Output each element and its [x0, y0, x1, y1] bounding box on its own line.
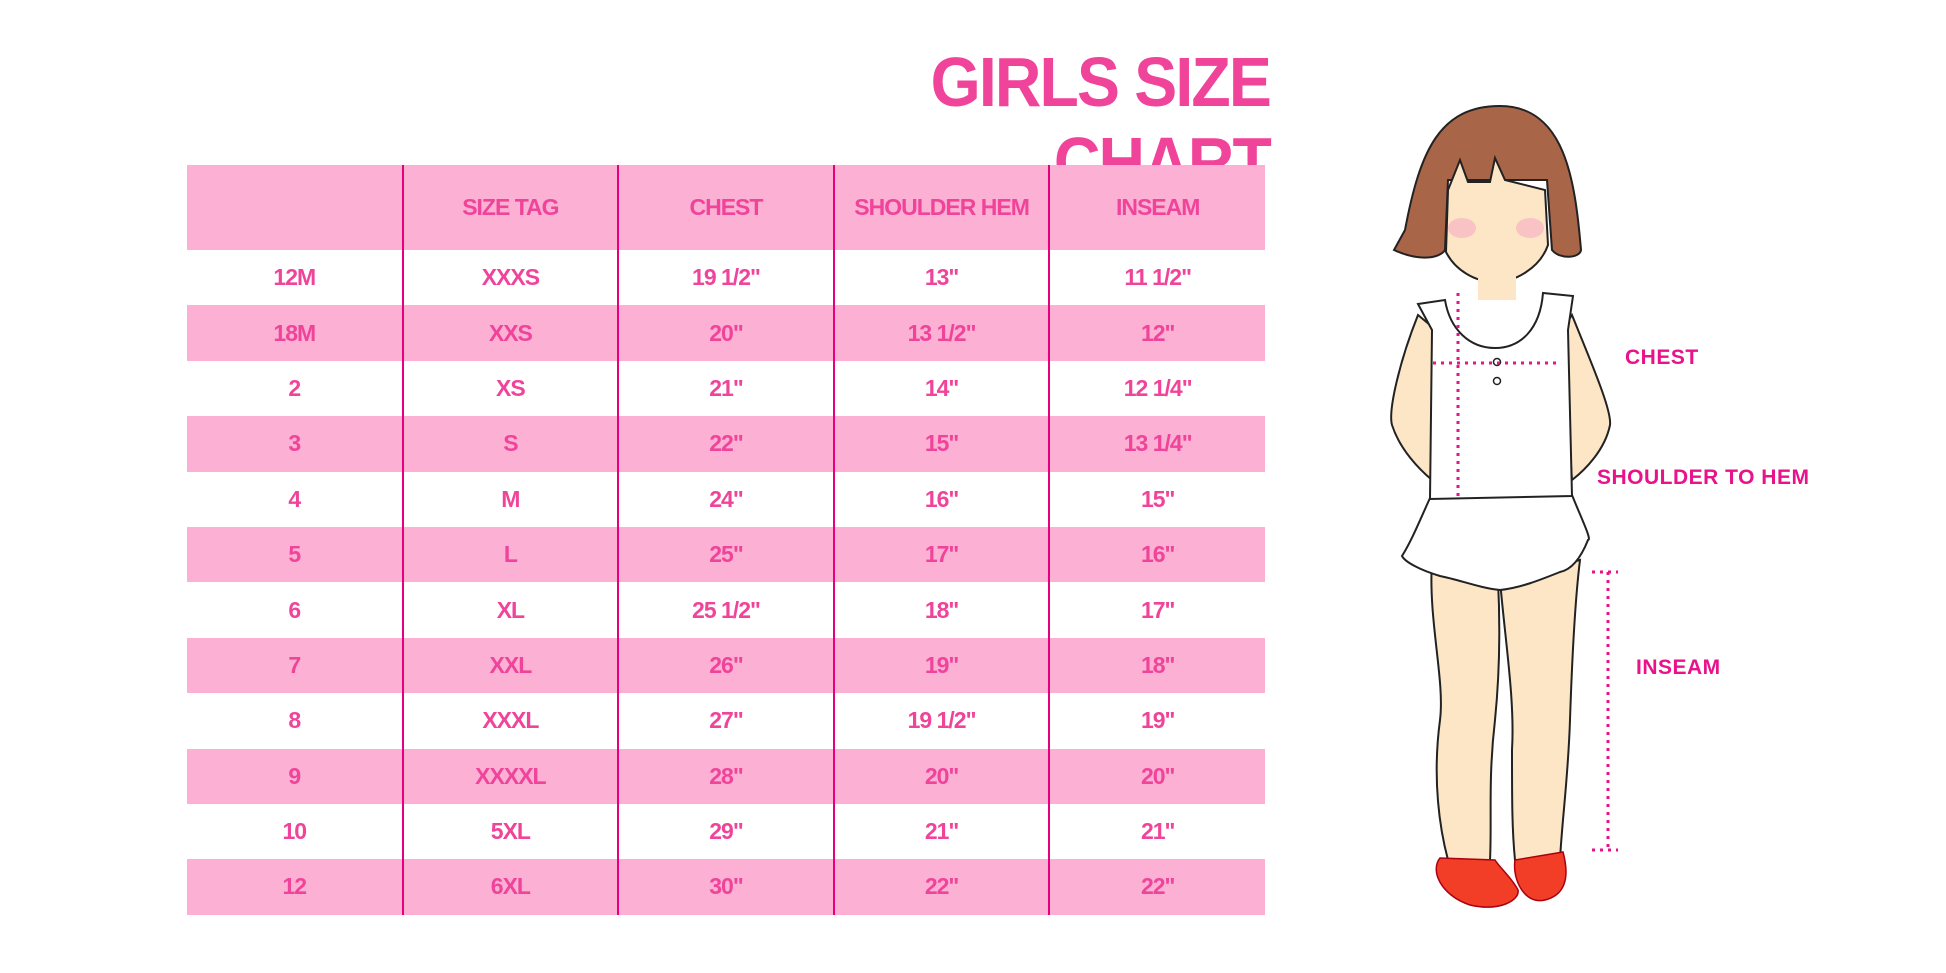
table-cell: XXL — [401, 637, 619, 694]
table-cell: 22" — [617, 416, 834, 472]
table-cell: 30" — [617, 859, 834, 915]
table-cell: 6XL — [401, 859, 619, 915]
table-cell: 2 — [288, 374, 301, 401]
shirt — [1416, 291, 1575, 501]
arm-left — [1390, 313, 1438, 483]
table-header: SIZE TAG CHEST SHOULDER HEM INSEAM — [187, 165, 1265, 250]
table-row: 5 L 25" 17" 16" — [187, 526, 1265, 583]
table-row: 18M XXS 20" 13 1/2" 12" — [187, 305, 1265, 361]
leg-right — [1498, 558, 1582, 861]
table-row: 7 XXL 26" 19" 18" — [187, 637, 1265, 694]
inseam-label: INSEAM — [1636, 656, 1721, 679]
table-cell: 20" — [1048, 748, 1265, 804]
table-cell: 24" — [617, 471, 834, 527]
table-cell: 8 — [288, 707, 301, 734]
table-row: 8 XXXL 27" 19 1/2" 19" — [187, 693, 1265, 749]
table-row: 2 XS 21" 14" 12 1/4" — [187, 360, 1265, 417]
table-cell: 21" — [617, 360, 834, 417]
table-cell: 16" — [832, 471, 1050, 527]
table-cell: 26" — [617, 637, 834, 694]
table-cell: 14" — [832, 360, 1050, 417]
table-cell: 10 — [282, 818, 308, 845]
table-cell: 13 1/2" — [832, 305, 1050, 361]
table-cell: 17" — [832, 526, 1050, 583]
table-row: 10 5XL 29" 21" 21" — [187, 803, 1265, 860]
table-cell: 16" — [1048, 526, 1265, 583]
chest-label: CHEST — [1625, 346, 1699, 369]
shoulder-to-hem-label: SHOULDER TO HEM — [1597, 466, 1810, 489]
table-cell: 27" — [617, 693, 834, 749]
table-cell: S — [401, 416, 619, 472]
cheek-right — [1516, 218, 1544, 238]
table-row: 4 M 24" 16" 15" — [187, 471, 1265, 527]
table-cell: 12 — [187, 859, 403, 915]
arm-right — [1560, 312, 1612, 482]
table-cell: 13" — [832, 250, 1050, 306]
table-row: 3 S 22" 15" 13 1/4" — [187, 416, 1265, 472]
column-header: INSEAM — [1048, 165, 1265, 250]
shoe-left — [1435, 857, 1519, 908]
page-title: GIRLS SIZE CHART — [930, 43, 1272, 201]
table-cell: 22" — [1048, 859, 1265, 915]
shoe-right — [1513, 851, 1567, 902]
table-cell: 15" — [1048, 471, 1265, 527]
ruffle-skirt — [1400, 493, 1590, 592]
table-cell: XXXS — [401, 250, 619, 306]
table-cell: 3 — [187, 416, 403, 472]
table-cell: 22" — [832, 859, 1050, 915]
table-cell: 25" — [617, 526, 834, 583]
table-cell: 12 1/4" — [1048, 360, 1265, 417]
table-cell: XXXXL — [401, 748, 619, 804]
table-cell: M — [401, 471, 619, 527]
table-row: 9 XXXXL 28" 20" 20" — [187, 748, 1265, 804]
table-cell: 5 — [187, 526, 403, 583]
leg-left — [1430, 558, 1501, 861]
size-chart-table: SIZE TAG CHEST SHOULDER HEM INSEAM 12M XXXS 1… — [187, 165, 1265, 915]
table-cell: 18M — [187, 305, 403, 361]
table-cell: 19" — [832, 637, 1050, 694]
button-icon — [1492, 376, 1502, 386]
table-row: 12 6XL 30" 22" 22" — [187, 859, 1265, 915]
table-cell: 9 — [187, 748, 403, 804]
table-cell: 4 — [288, 485, 301, 512]
table-cell: 6 — [288, 596, 301, 623]
column-header: SIZE TAG — [401, 165, 619, 250]
table-cell: 12M — [273, 264, 316, 291]
table-cell: 25 1/2" — [617, 582, 834, 638]
table-cell: 28" — [617, 748, 834, 804]
table-cell: 21" — [832, 803, 1050, 860]
table-row: 6 XL 25 1/2" 18" 17" — [187, 582, 1265, 638]
table-cell: 18" — [1048, 637, 1265, 694]
table-cell: 29" — [617, 803, 834, 860]
table-cell: 18" — [832, 582, 1050, 638]
table-cell: 17" — [1048, 582, 1265, 638]
table-cell: 13 1/4" — [1048, 416, 1265, 472]
table-cell: XXS — [401, 305, 619, 361]
column-header: CHEST — [617, 165, 834, 250]
cheek-left — [1448, 218, 1476, 238]
table-cell: 19 1/2" — [832, 693, 1050, 749]
table-cell: L — [401, 526, 619, 583]
table-row: 12M XXXS 19 1/2" 13" 11 1/2" — [187, 250, 1265, 306]
table-cell: 5XL — [401, 803, 619, 860]
column-header — [187, 165, 403, 250]
table-cell: 20" — [617, 305, 834, 361]
table-cell: 11 1/2" — [1048, 250, 1265, 306]
table-cell: 7 — [187, 637, 403, 694]
table-cell: 19" — [1048, 693, 1265, 749]
table-cell: 21" — [1048, 803, 1265, 860]
table-cell: 15" — [832, 416, 1050, 472]
table-cell: 19 1/2" — [617, 250, 834, 306]
table-cell: 20" — [832, 748, 1050, 804]
table-cell: XL — [401, 582, 619, 638]
table-cell: XXXL — [401, 693, 619, 749]
table-cell: 12" — [1048, 305, 1265, 361]
table-cell: XS — [401, 360, 619, 417]
column-header: SHOULDER HEM — [832, 165, 1050, 250]
